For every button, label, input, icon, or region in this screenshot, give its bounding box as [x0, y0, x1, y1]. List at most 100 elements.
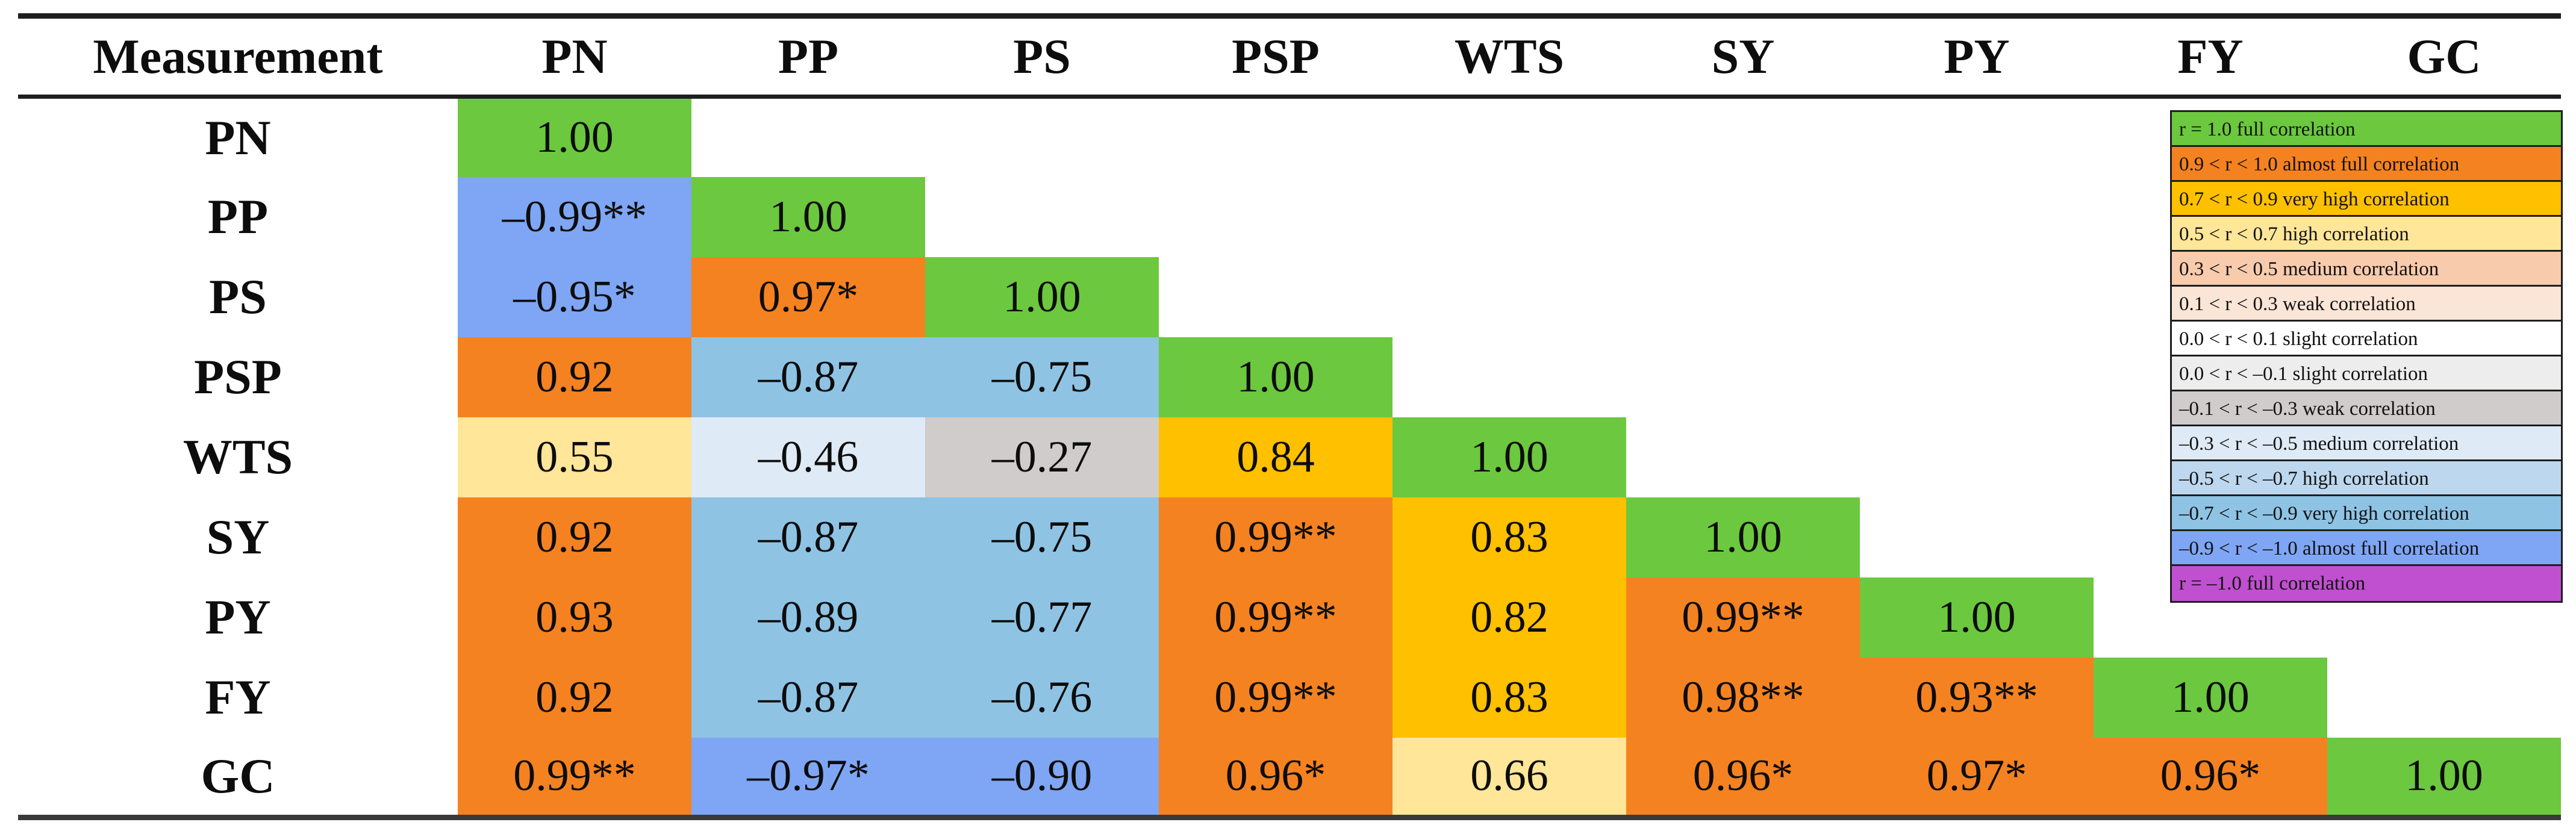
matrix-cell-GC-PP: –0.97*: [691, 737, 925, 818]
matrix-cell-PN-PS: [925, 96, 1159, 177]
row-header-PN: PN: [18, 96, 458, 177]
matrix-cell-PS-PS: 1.00: [925, 257, 1159, 337]
legend-item-medium_neg: –0.3 < r < –0.5 medium correlation: [2172, 426, 2561, 461]
legend-item-weak_neg: –0.1 < r < –0.3 weak correlation: [2172, 391, 2561, 426]
matrix-cell-GC-WTS: 0.66: [1392, 737, 1626, 818]
matrix-cell-PSP-WTS: [1392, 337, 1626, 417]
column-header-PN: PN: [541, 29, 608, 84]
column-header-PP: PP: [778, 29, 839, 84]
column-header-FY: FY: [2177, 29, 2244, 84]
matrix-cell-PY-WTS: 0.82: [1392, 577, 1626, 658]
table-body: PN 1.00 PP –0.99** 1.00 PS –0.95* 0.97* 1.00 PSP 0…: [18, 96, 2561, 818]
matrix-cell-SY-PY: [1860, 497, 2094, 577]
matrix-cell-PS-WTS: [1392, 257, 1626, 337]
matrix-cell-GC-SY: 0.96*: [1626, 737, 1860, 818]
matrix-cell-PSP-PN: 0.92: [458, 337, 691, 417]
legend-item-high_pos: 0.5 < r < 0.7 high correlation: [2172, 217, 2561, 252]
legend-item-full_pos: r = 1.0 full correlation: [2172, 112, 2561, 147]
legend-item-slight_pos: 0.0 < r < 0.1 slight correlation: [2172, 322, 2561, 356]
column-header-PY: PY: [1944, 29, 2010, 84]
table-row-PY: PY 0.93 –0.89 –0.77 0.99** 0.82 0.99** 1.00: [18, 577, 2561, 658]
legend-item-slight_neg: 0.0 < r < –0.1 slight correlation: [2172, 356, 2561, 391]
matrix-cell-PY-PN: 0.93: [458, 577, 691, 658]
matrix-cell-PP-PN: –0.99**: [458, 176, 691, 257]
matrix-cell-FY-PP: –0.87: [691, 657, 925, 738]
correlation-legend: r = 1.0 full correlation 0.9 < r < 1.0 al…: [2170, 110, 2563, 603]
matrix-cell-FY-FY: 1.00: [2094, 657, 2327, 738]
matrix-cell-WTS-PN: 0.55: [458, 417, 691, 497]
matrix-cell-WTS-PS: –0.27: [925, 417, 1159, 497]
row-header-SY: SY: [18, 497, 458, 577]
row-header-PS: PS: [18, 257, 458, 337]
matrix-cell-FY-SY: 0.98**: [1626, 657, 1860, 738]
matrix-cell-SY-WTS: 0.83: [1392, 497, 1626, 577]
legend-item-high_neg: –0.5 < r < –0.7 high correlation: [2172, 461, 2561, 496]
matrix-cell-PN-PSP: [1159, 96, 1392, 177]
column-header-PS: PS: [1013, 29, 1071, 84]
table-row-FY: FY 0.92 –0.87 –0.76 0.99** 0.83 0.98** 0.93** 1.…: [18, 657, 2561, 738]
matrix-cell-FY-PY: 0.93**: [1860, 657, 2094, 738]
matrix-cell-GC-PSP: 0.96*: [1159, 737, 1392, 818]
row-header-WTS: WTS: [18, 417, 458, 497]
matrix-cell-FY-PSP: 0.99**: [1159, 657, 1392, 738]
matrix-cell-PY-SY: 0.99**: [1626, 577, 1860, 658]
matrix-cell-PY-PP: –0.89: [691, 577, 925, 658]
matrix-cell-PS-PSP: [1159, 257, 1392, 337]
matrix-cell-PN-PY: [1860, 96, 2094, 177]
matrix-cell-PY-PY: 1.00: [1860, 577, 2094, 658]
legend-item-very_high_pos: 0.7 < r < 0.9 very high correlation: [2172, 182, 2561, 217]
matrix-cell-PS-SY: [1626, 257, 1860, 337]
matrix-cell-FY-GC: [2327, 657, 2561, 738]
legend-item-medium_pos: 0.3 < r < 0.5 medium correlation: [2172, 252, 2561, 287]
matrix-cell-WTS-PSP: 0.84: [1159, 417, 1392, 497]
header-row: Measurement PN PP PS PSP WTS SY PY FY GC: [18, 16, 2561, 97]
matrix-cell-PY-PSP: 0.99**: [1159, 577, 1392, 658]
matrix-cell-SY-PP: –0.87: [691, 497, 925, 577]
table-header: Measurement PN PP PS PSP WTS SY PY FY GC: [18, 16, 2561, 97]
corner-header-measurement: Measurement: [93, 29, 383, 84]
matrix-cell-PSP-PP: –0.87: [691, 337, 925, 417]
column-header-PSP: PSP: [1232, 29, 1320, 84]
matrix-cell-WTS-PP: –0.46: [691, 417, 925, 497]
matrix-cell-GC-GC: 1.00: [2327, 737, 2561, 818]
matrix-cell-PN-PN: 1.00: [458, 96, 691, 177]
matrix-cell-PN-SY: [1626, 96, 1860, 177]
legend-item-full_neg: r = –1.0 full correlation: [2172, 566, 2561, 601]
column-header-WTS: WTS: [1454, 29, 1565, 84]
matrix-cell-PP-PSP: [1159, 176, 1392, 257]
matrix-cell-GC-PN: 0.99**: [458, 737, 691, 818]
row-header-GC: GC: [18, 737, 458, 818]
matrix-cell-WTS-PY: [1860, 417, 2094, 497]
matrix-cell-FY-PN: 0.92: [458, 657, 691, 738]
legend-item-almost_full_pos: 0.9 < r < 1.0 almost full correlation: [2172, 147, 2561, 182]
matrix-cell-PSP-PY: [1860, 337, 2094, 417]
matrix-cell-PP-WTS: [1392, 176, 1626, 257]
correlation-table-wrap: Measurement PN PP PS PSP WTS SY PY FY GC PN 1.00 P…: [18, 13, 2561, 820]
matrix-cell-PSP-PSP: 1.00: [1159, 337, 1392, 417]
row-header-PY: PY: [18, 577, 458, 658]
matrix-cell-PN-WTS: [1392, 96, 1626, 177]
matrix-cell-GC-FY: 0.96*: [2094, 737, 2327, 818]
matrix-cell-PS-PP: 0.97*: [691, 257, 925, 337]
column-header-SY: SY: [1711, 29, 1775, 84]
row-header-PP: PP: [18, 176, 458, 257]
matrix-cell-FY-WTS: 0.83: [1392, 657, 1626, 738]
matrix-cell-SY-PN: 0.92: [458, 497, 691, 577]
matrix-cell-PSP-SY: [1626, 337, 1860, 417]
legend-item-weak_pos: 0.1 < r < 0.3 weak correlation: [2172, 287, 2561, 322]
table-row-PSP: PSP 0.92 –0.87 –0.75 1.00: [18, 337, 2561, 417]
matrix-cell-WTS-SY: [1626, 417, 1860, 497]
matrix-cell-PP-PS: [925, 176, 1159, 257]
matrix-cell-PSP-PS: –0.75: [925, 337, 1159, 417]
matrix-cell-GC-PS: –0.90: [925, 737, 1159, 818]
matrix-cell-PY-PS: –0.77: [925, 577, 1159, 658]
matrix-cell-PS-PN: –0.95*: [458, 257, 691, 337]
legend-item-almost_full_neg: –0.9 < r < –1.0 almost full correlation: [2172, 531, 2561, 566]
row-header-PSP: PSP: [18, 337, 458, 417]
table-row-PN: PN 1.00: [18, 96, 2561, 177]
matrix-cell-PP-PY: [1860, 176, 2094, 257]
matrix-cell-PS-PY: [1860, 257, 2094, 337]
table-row-WTS: WTS 0.55 –0.46 –0.27 0.84 1.00: [18, 417, 2561, 497]
matrix-cell-WTS-WTS: 1.00: [1392, 417, 1626, 497]
